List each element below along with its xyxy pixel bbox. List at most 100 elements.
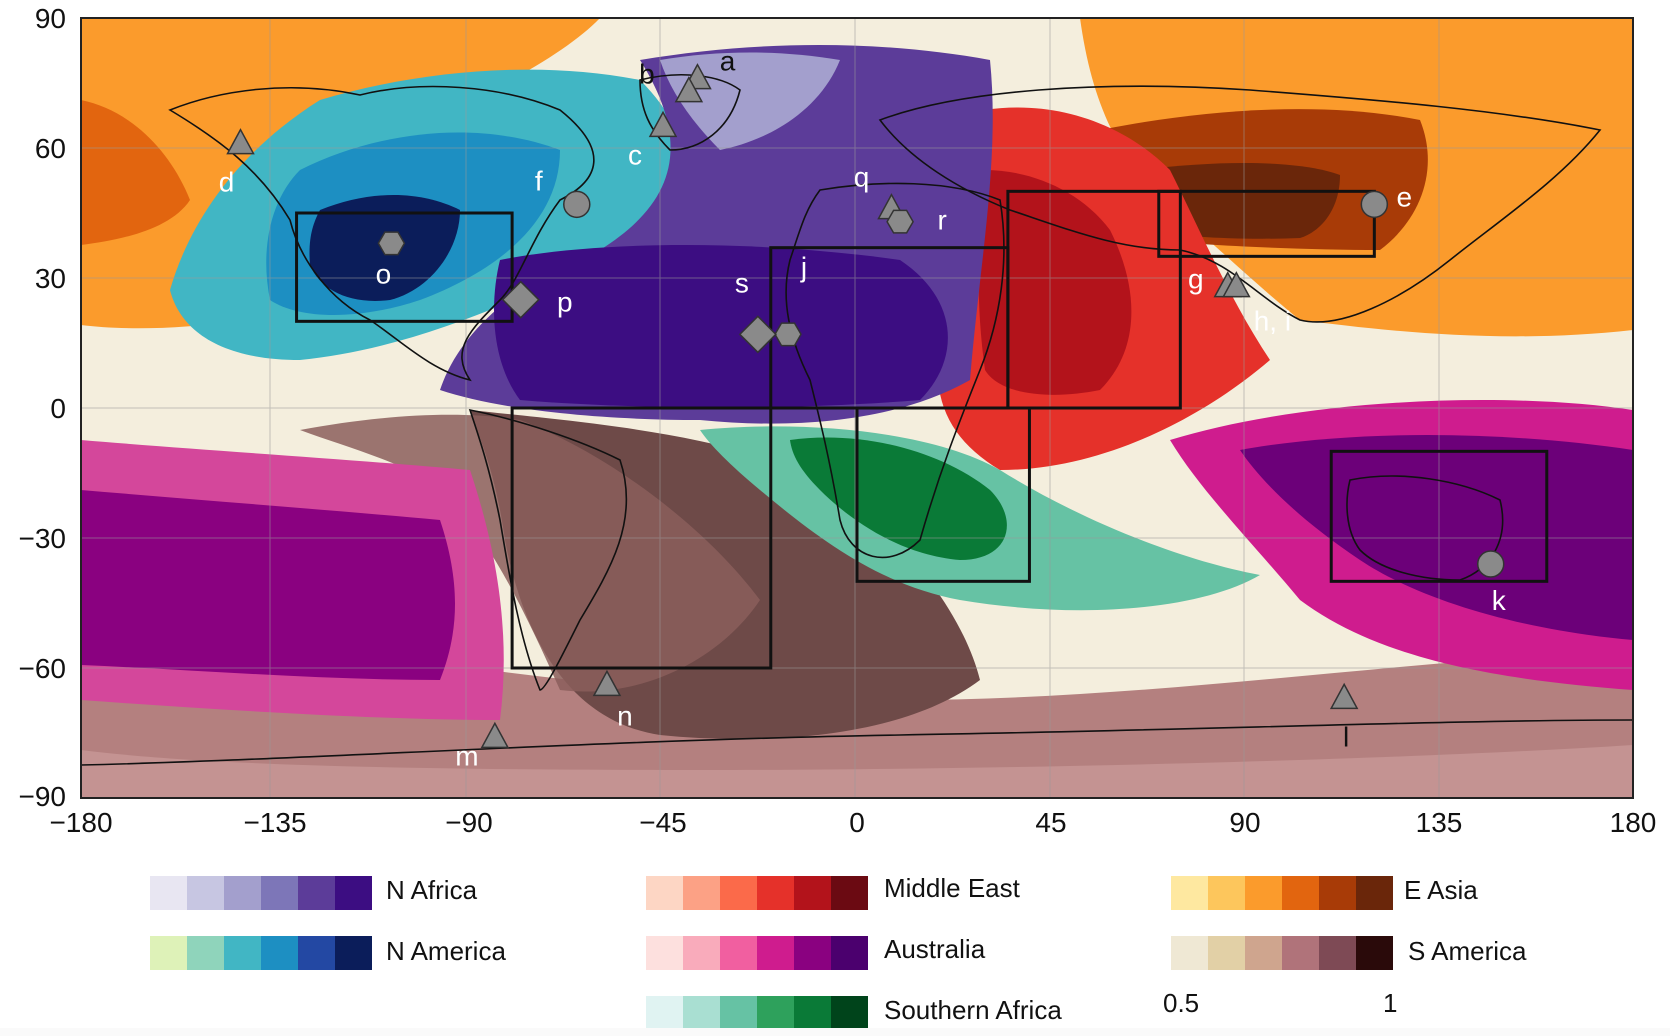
legend-label: N America [386,936,506,966]
site-label: b [639,59,655,90]
legend-item-australia [646,936,868,970]
legend-swatch [224,936,261,970]
middle-east-dark-zone [978,170,1132,395]
legend-swatch [757,876,794,910]
x-tick: −90 [445,807,493,838]
site-marker-triangle [674,76,704,103]
south-pacific-deep-zone [81,490,455,680]
site-label: m [455,740,478,771]
legend-swatches [1171,876,1393,910]
legend-label: N Africa [386,875,478,905]
legend-label: Middle East [884,873,1020,903]
legend-item-s-america [1171,936,1393,970]
map-frame [80,17,1634,799]
southern-ocean-brown-zone [81,610,1633,770]
site-marker-diamond [501,280,540,319]
y-tick: 30 [35,263,66,294]
site-label: h, i [1254,306,1291,337]
legend-swatch [720,996,757,1030]
legend-swatch [794,936,831,970]
legend-swatch [757,996,794,1030]
legend-item-n-america [150,936,372,970]
legend-swatch [794,996,831,1030]
legend-swatch [720,876,757,910]
legend-swatches [150,936,372,970]
site-marker-circle [563,190,591,219]
y-tick: −90 [19,781,67,812]
legend-swatches [646,996,868,1030]
legend-item-e-asia [1171,876,1393,910]
site-label: e [1397,181,1413,212]
x-tick: −180 [49,807,112,838]
site-label: g [1188,264,1204,295]
legend-swatch [1282,876,1319,910]
site-marker-circle [1476,550,1505,578]
legend-swatch [1356,876,1393,910]
legend-swatch [1282,936,1319,970]
legend-label: S America [1408,936,1527,966]
legend-swatches [646,936,868,970]
legend-swatch [187,936,224,970]
legend-swatch [757,936,794,970]
legend-swatch [261,936,298,970]
legend-swatch [298,876,335,910]
legend-swatches [150,876,372,910]
x-tick: −45 [639,807,687,838]
legend-swatch [720,936,757,970]
legend-swatch [646,936,683,970]
legend-swatch [1356,936,1393,970]
region-box-s-america [510,406,773,670]
legend-swatch [335,936,372,970]
site-marker-triangle [1222,271,1251,298]
s-america-mid-zone [300,414,760,692]
y-axis-ticks: 90 60 30 0 −30 −60 −90 [19,3,67,812]
x-axis-ticks: −180 −135 −90 −45 0 45 90 135 180 [49,807,1656,838]
legend-swatch [150,876,187,910]
y-tick: 60 [35,133,66,164]
legend-swatch [261,876,298,910]
site-marker-triangle [1329,682,1359,710]
site-marker-hexagon [377,231,406,256]
legend-swatch [1319,936,1356,970]
x-tick: −135 [243,807,306,838]
region-box-n-america [295,211,514,323]
legend-swatch [335,876,372,910]
page-bottom-strip [0,1028,1670,1036]
site-marker-triangle [592,669,622,697]
legend-swatches [646,876,868,910]
region-box-e-asia [1157,189,1376,258]
site-marker-triangle [226,128,255,155]
southern-africa-dark-zone [790,437,1007,560]
legend-swatch [646,996,683,1030]
legend-swatch [150,936,187,970]
legend-swatch [1171,876,1208,910]
legend-scale-max: 1 [1383,988,1398,1018]
site-label: r [937,205,946,236]
legend-swatch [187,876,224,910]
region-box-middle-east [1006,189,1182,410]
site-label: f [535,165,543,196]
region-box-australia [1329,449,1549,583]
site-label: p [557,287,573,318]
y-tick: −30 [19,523,67,554]
site-marker-triangle [648,110,678,138]
site-label: d [219,167,235,198]
x-tick: 45 [1035,807,1066,838]
site-label: c [628,139,642,170]
legend-swatch [683,936,720,970]
legend-swatch [831,996,868,1030]
site-marker-circle [1360,190,1389,219]
legend-swatches [1171,936,1393,970]
x-tick: 180 [1610,807,1657,838]
legend-swatch [1245,876,1282,910]
legend-swatch [831,936,868,970]
site-marker-hexagon [886,209,914,234]
legend-item-southern-africa [646,996,868,1030]
legend-swatch [683,996,720,1030]
legend-swatch [1171,936,1208,970]
legend-item-middle-east [646,876,868,910]
legend-swatch [1208,876,1245,910]
x-tick: 90 [1229,807,1260,838]
legend-label: Australia [884,934,986,964]
